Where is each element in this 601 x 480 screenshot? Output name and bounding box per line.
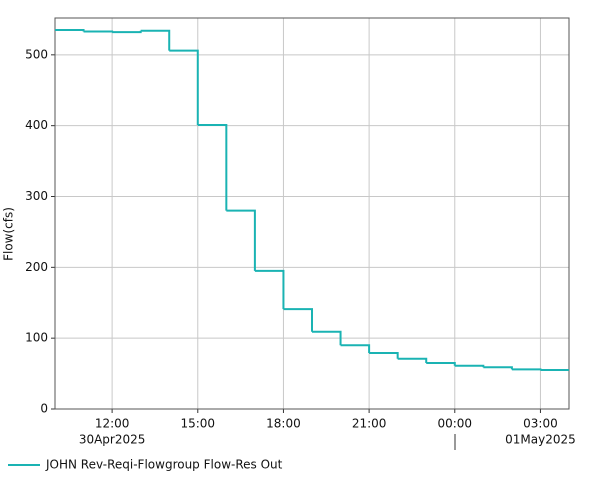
x-tick-label: 03:00 [523,417,558,431]
step-segment [254,269,285,310]
step-segment [226,209,256,271]
date-label: 01May2025 [505,433,576,447]
date-label: 30Apr2025 [79,433,146,447]
plot-frame [54,17,570,410]
x-tick-label: 15:00 [180,417,215,431]
legend-label: JOHN Rev-Reqi-Flowgroup Flow-Res Out [45,458,283,472]
step-segment [312,330,342,346]
step-segment [169,49,199,125]
step-segment [340,344,371,354]
y-tick-label: 500 [25,47,48,61]
step-segment [197,123,228,211]
x-tick-label: 12:00 [95,417,130,431]
x-tick-label: 18:00 [266,417,301,431]
step-segment [454,364,485,368]
y-axis-label: Flow(cfs) [2,207,16,261]
step-segment [283,308,313,332]
step-segment [83,30,114,33]
step-segment [397,357,428,363]
y-tick-label: 200 [25,260,48,274]
step-segment [140,29,171,51]
y-tick-label: 0 [40,402,48,416]
y-tick-label: 300 [25,189,48,203]
x-tick-label: 00:00 [437,417,472,431]
step-segment [369,352,399,359]
y-tick-label: 100 [25,331,48,345]
step-segment [511,368,542,371]
y-tick-label: 400 [25,118,48,132]
x-tick-label: 21:00 [352,417,387,431]
